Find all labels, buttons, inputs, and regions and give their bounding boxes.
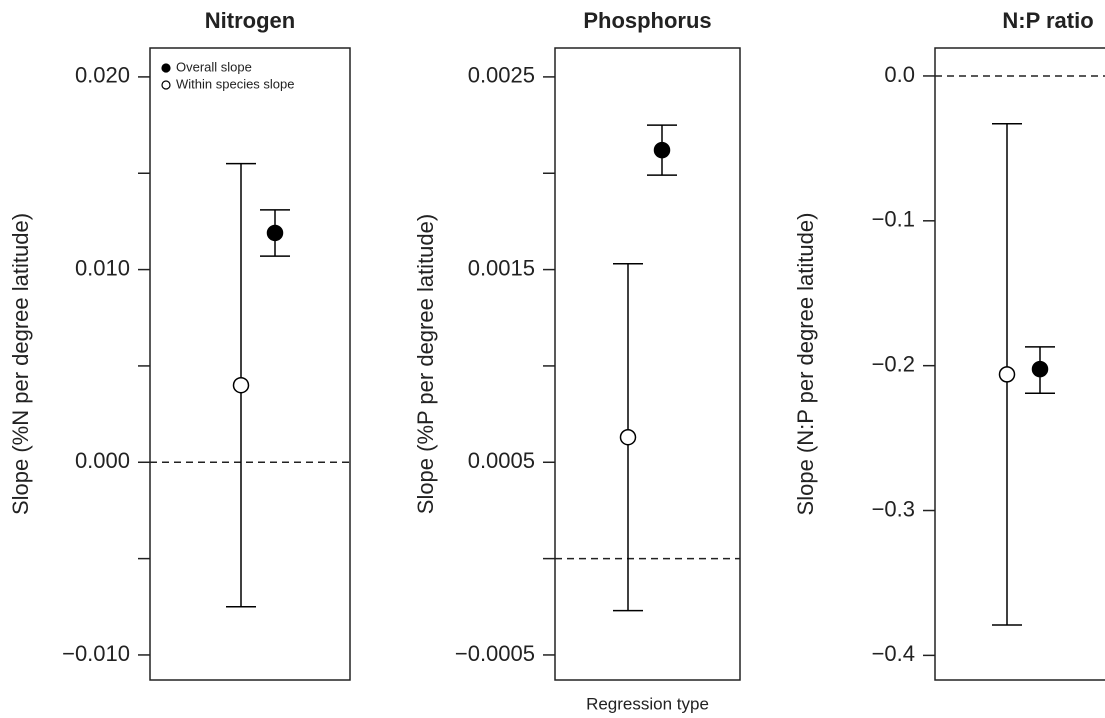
y-tick-label: −0.0005	[455, 641, 535, 666]
y-tick-label: −0.2	[872, 351, 915, 376]
point	[1031, 360, 1049, 378]
y-axis-label: Slope (N:P per degree latitude)	[793, 213, 818, 516]
y-axis-label: Slope (%P per degree latitude)	[413, 214, 438, 514]
y-tick-label: 0.000	[75, 448, 130, 473]
y-tick-label: 0.020	[75, 63, 130, 88]
legend-label: Within species slope	[176, 76, 295, 91]
y-tick-label: 0.0	[884, 62, 915, 87]
point	[232, 376, 250, 394]
y-tick-label: −0.4	[872, 641, 915, 666]
x-axis-label: Regression type	[586, 694, 709, 713]
y-tick-label: 0.0025	[468, 63, 535, 88]
point	[653, 141, 671, 159]
legend-marker	[161, 63, 171, 73]
plot-frame	[934, 47, 1105, 681]
point	[619, 428, 637, 446]
y-tick-label: −0.010	[62, 641, 130, 666]
y-tick-label: −0.1	[872, 207, 915, 232]
legend-label: Overall slope	[176, 59, 252, 74]
y-tick-label: −0.3	[872, 496, 915, 521]
plot-frame	[554, 47, 741, 681]
point	[266, 224, 284, 242]
point	[998, 366, 1016, 383]
y-tick-label: 0.010	[75, 255, 130, 280]
plot-frame	[149, 47, 351, 681]
panel-title: Nitrogen	[205, 8, 295, 33]
y-axis-label: Slope (%N per degree latitude)	[8, 213, 33, 515]
panel-title: Phosphorus	[583, 8, 711, 33]
y-tick-label: 0.0005	[468, 448, 535, 473]
panel-title: N:P ratio	[1002, 8, 1093, 33]
y-tick-label: 0.0015	[468, 255, 535, 280]
legend-marker	[161, 80, 171, 90]
